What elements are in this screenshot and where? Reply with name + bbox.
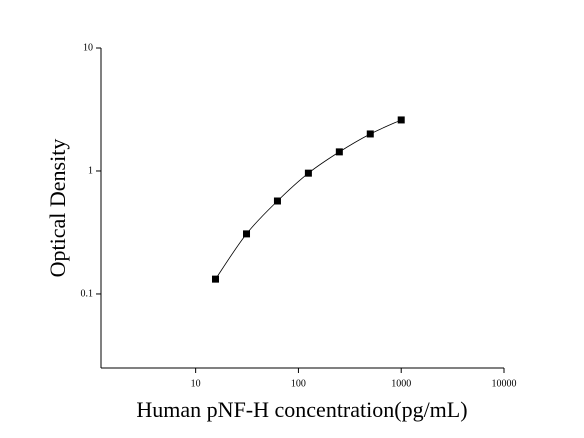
y-axis-label: Optical Density xyxy=(45,139,70,278)
fit-curve xyxy=(215,119,402,280)
data-point xyxy=(397,116,405,124)
data-point xyxy=(243,230,251,238)
x-axis-label: Human pNF-H concentration(pg/mL) xyxy=(136,397,467,422)
y-tick-label: 1 xyxy=(88,165,93,176)
x-tick-label: 10 xyxy=(191,378,201,389)
data-point xyxy=(366,130,374,138)
y-tick-label: 10 xyxy=(83,42,93,53)
data-point xyxy=(335,148,343,156)
data-point xyxy=(273,197,281,205)
x-tick-label: 100 xyxy=(291,378,306,389)
data-point xyxy=(211,275,219,283)
data-point xyxy=(304,169,312,177)
x-tick-label: 10000 xyxy=(492,378,517,389)
x-tick-label: 1000 xyxy=(391,378,411,389)
y-tick-label: 0.1 xyxy=(81,288,94,299)
